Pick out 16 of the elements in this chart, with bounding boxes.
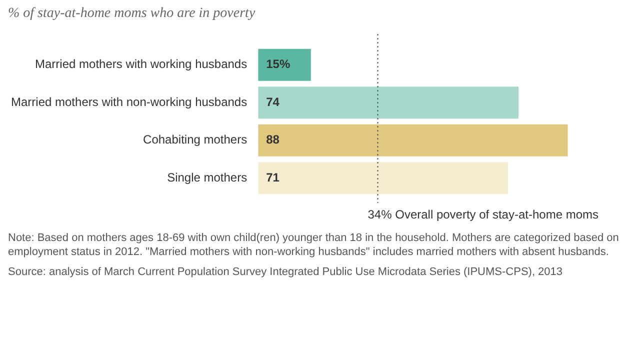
bar <box>258 48 311 81</box>
bar <box>258 86 519 119</box>
y-tick-label: Cohabiting mothers <box>143 132 248 147</box>
y-tick-label: Married mothers with working husbands <box>35 57 248 72</box>
data-label: 15% <box>266 57 290 72</box>
data-label: 74 <box>266 94 280 109</box>
data-label: 71 <box>266 170 280 184</box>
bar <box>258 124 568 156</box>
text: % of stay-at-home moms who are in poverty <box>7 5 256 23</box>
ref-line-label: 34% Overall poverty of stay-at-home moms <box>368 207 598 222</box>
text: Note: Based on mothers ages 18-69 with own child(ren) younger than 18 in the household. Mothers are categorized based on employment status in 2012. "Married mothers with non-working husbands" includes married mothers with absent husbands. <box>7 231 620 260</box>
y-tick-label: Single mothers <box>167 170 248 184</box>
source-note: Source: analysis of March Current Population Survey Integrated Public Use Microdata Series (IPUMS-CPS), 2013 <box>7 265 564 280</box>
data-label: 88 <box>266 132 280 147</box>
y-tick-label: Married mothers with non-working husbands <box>11 94 248 109</box>
bar <box>258 162 508 194</box>
